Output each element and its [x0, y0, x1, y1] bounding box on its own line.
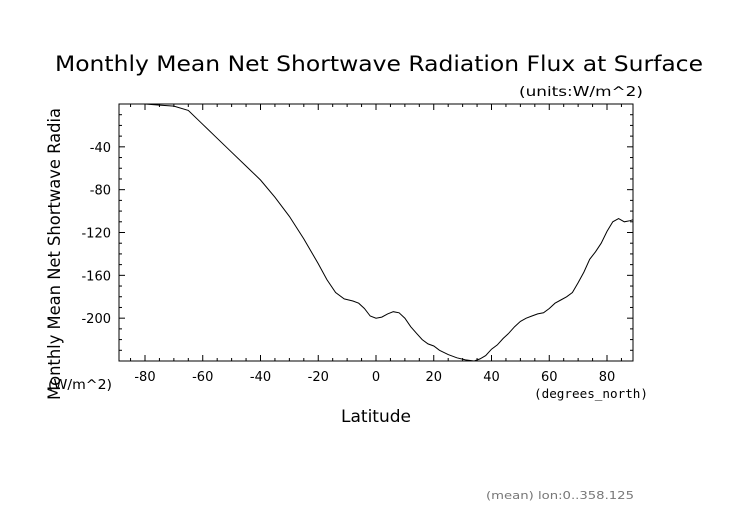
x-tick-label: -20 — [308, 370, 329, 385]
x-tick-label: 0 — [372, 370, 380, 385]
y-axis-label: Monthly Mean Net Shortwave Radia — [45, 108, 65, 400]
x-tick-label: -60 — [192, 370, 213, 385]
x-tick-label: 20 — [425, 370, 442, 385]
x-tick-label: 80 — [599, 370, 616, 385]
x-tick-label: 60 — [541, 370, 558, 385]
y-tick-label: -80 — [90, 184, 111, 199]
plot-frame — [118, 103, 634, 362]
y-units: (W/m^2) — [48, 378, 112, 393]
x-units: (degrees_north) — [534, 387, 648, 401]
y-tick-label: -200 — [81, 312, 111, 327]
y-tick-label: -40 — [90, 141, 111, 156]
y-tick-label: -160 — [81, 269, 111, 284]
x-tick-label: 40 — [483, 370, 500, 385]
series-line — [119, 103, 634, 362]
x-tick-label: -80 — [134, 370, 155, 385]
x-axis-label: Latitude — [341, 407, 411, 427]
chart-title: Monthly Mean Net Shortwave Radiation Flu… — [55, 52, 703, 76]
footnote: (mean) lon:0..358.125 — [486, 489, 634, 502]
y-tick-label: -120 — [81, 227, 111, 242]
x-tick-label: -40 — [250, 370, 271, 385]
units-note: (units:W/m^2) — [519, 85, 643, 100]
